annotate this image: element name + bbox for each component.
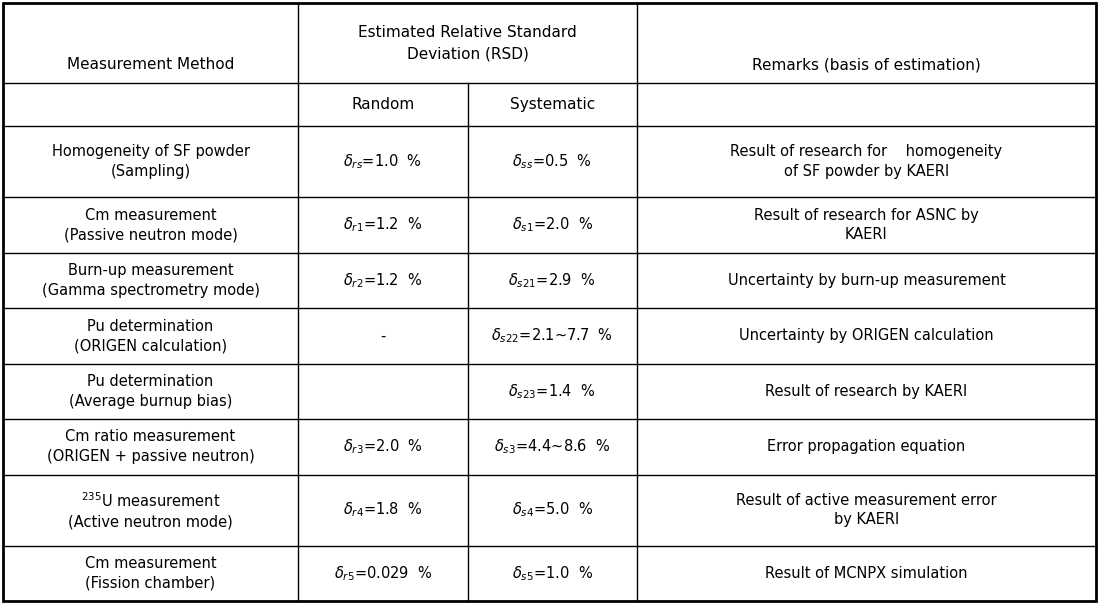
Text: Estimated Relative Standard
Deviation (RSD): Estimated Relative Standard Deviation (R… xyxy=(358,25,577,61)
Text: Systematic: Systematic xyxy=(510,97,595,112)
Text: Result of MCNPX simulation: Result of MCNPX simulation xyxy=(765,566,968,581)
Text: $\delta_{s23}$=1.4  %: $\delta_{s23}$=1.4 % xyxy=(509,382,596,400)
Text: Result of research for    homogeneity
of SF powder by KAERI: Result of research for homogeneity of SF… xyxy=(731,144,1002,179)
Text: Pu determination
(ORIGEN calculation): Pu determination (ORIGEN calculation) xyxy=(74,318,227,353)
Text: $\delta_{ss}$=0.5  %: $\delta_{ss}$=0.5 % xyxy=(512,152,592,171)
Text: Result of active measurement error
by KAERI: Result of active measurement error by KA… xyxy=(736,493,997,527)
Text: Homogeneity of SF powder
(Sampling): Homogeneity of SF powder (Sampling) xyxy=(52,144,249,179)
Text: $\delta_{s3}$=4.4~8.6  %: $\delta_{s3}$=4.4~8.6 % xyxy=(493,437,611,456)
Text: $\delta_{r3}$=2.0  %: $\delta_{r3}$=2.0 % xyxy=(343,437,423,456)
Text: Result of research for ASNC by
KAERI: Result of research for ASNC by KAERI xyxy=(754,208,979,242)
Text: Remarks (basis of estimation): Remarks (basis of estimation) xyxy=(752,57,980,72)
Text: $\delta_{s1}$=2.0  %: $\delta_{s1}$=2.0 % xyxy=(512,216,592,234)
Text: $^{235}$U measurement
(Active neutron mode): $^{235}$U measurement (Active neutron mo… xyxy=(68,491,233,529)
Text: Cm measurement
(Passive neutron mode): Cm measurement (Passive neutron mode) xyxy=(64,208,237,242)
Text: Cm ratio measurement
(ORIGEN + passive neutron): Cm ratio measurement (ORIGEN + passive n… xyxy=(46,429,255,464)
Text: Burn-up measurement
(Gamma spectrometry mode): Burn-up measurement (Gamma spectrometry … xyxy=(42,263,259,298)
Text: -: - xyxy=(380,329,386,344)
Text: $\delta_{r2}$=1.2  %: $\delta_{r2}$=1.2 % xyxy=(343,271,422,290)
Text: $\delta_{rs}$=1.0  %: $\delta_{rs}$=1.0 % xyxy=(344,152,422,171)
Text: $\delta_{s4}$=5.0  %: $\delta_{s4}$=5.0 % xyxy=(512,501,592,519)
Text: Uncertainty by ORIGEN calculation: Uncertainty by ORIGEN calculation xyxy=(740,329,993,344)
Text: Pu determination
(Average burnup bias): Pu determination (Average burnup bias) xyxy=(69,374,232,409)
Text: $\delta_{s21}$=2.9  %: $\delta_{s21}$=2.9 % xyxy=(509,271,596,290)
Text: Measurement Method: Measurement Method xyxy=(67,57,234,72)
Text: Result of research by KAERI: Result of research by KAERI xyxy=(765,384,967,399)
Text: Uncertainty by burn-up measurement: Uncertainty by burn-up measurement xyxy=(728,273,1006,288)
Text: Error propagation equation: Error propagation equation xyxy=(767,439,966,454)
Text: $\delta_{r5}$=0.029  %: $\delta_{r5}$=0.029 % xyxy=(334,564,432,583)
Text: $\delta_{r1}$=1.2  %: $\delta_{r1}$=1.2 % xyxy=(343,216,422,234)
Text: Random: Random xyxy=(352,97,414,112)
Text: Cm measurement
(Fission chamber): Cm measurement (Fission chamber) xyxy=(85,556,217,591)
Text: $\delta_{s22}$=2.1~7.7  %: $\delta_{s22}$=2.1~7.7 % xyxy=(491,327,613,345)
Text: $\delta_{r4}$=1.8  %: $\delta_{r4}$=1.8 % xyxy=(343,501,423,519)
Text: $\delta_{s5}$=1.0  %: $\delta_{s5}$=1.0 % xyxy=(512,564,592,583)
